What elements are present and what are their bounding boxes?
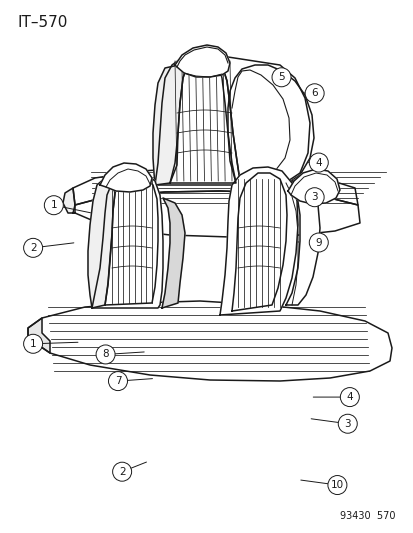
Text: 5: 5 — [278, 72, 284, 82]
Circle shape — [309, 153, 328, 172]
Polygon shape — [154, 53, 240, 185]
Circle shape — [44, 196, 63, 215]
Polygon shape — [175, 45, 230, 77]
Polygon shape — [88, 178, 115, 308]
Circle shape — [24, 238, 43, 257]
Circle shape — [108, 372, 127, 391]
Text: 4: 4 — [346, 392, 352, 402]
Circle shape — [96, 345, 115, 364]
Text: IT–570: IT–570 — [18, 15, 68, 30]
Polygon shape — [28, 301, 391, 381]
Polygon shape — [285, 178, 319, 305]
Polygon shape — [287, 169, 339, 204]
Polygon shape — [75, 191, 359, 237]
Circle shape — [304, 188, 323, 207]
Circle shape — [271, 68, 290, 87]
Polygon shape — [63, 188, 75, 213]
Text: 2: 2 — [119, 467, 125, 477]
Polygon shape — [228, 65, 313, 188]
Polygon shape — [92, 171, 163, 308]
Circle shape — [112, 462, 131, 481]
Polygon shape — [231, 173, 286, 311]
Polygon shape — [73, 168, 357, 205]
Circle shape — [304, 84, 323, 103]
Text: 10: 10 — [330, 480, 343, 490]
Text: 93430  570: 93430 570 — [339, 511, 395, 521]
Polygon shape — [105, 175, 158, 305]
Circle shape — [339, 387, 358, 407]
Circle shape — [327, 475, 346, 495]
Polygon shape — [219, 167, 297, 315]
Circle shape — [24, 334, 43, 353]
Circle shape — [309, 233, 328, 252]
Circle shape — [337, 414, 356, 433]
Text: 3: 3 — [344, 419, 350, 429]
Text: 6: 6 — [311, 88, 317, 98]
Polygon shape — [214, 55, 309, 187]
Text: 9: 9 — [315, 238, 321, 247]
Text: 8: 8 — [102, 350, 109, 359]
Text: 3: 3 — [311, 192, 317, 202]
Polygon shape — [100, 163, 152, 192]
Polygon shape — [153, 63, 188, 185]
Text: 7: 7 — [114, 376, 121, 386]
Text: 1: 1 — [50, 200, 57, 210]
Text: 1: 1 — [30, 339, 36, 349]
Polygon shape — [161, 198, 185, 308]
Polygon shape — [28, 318, 50, 353]
Text: 4: 4 — [315, 158, 321, 167]
Text: 2: 2 — [30, 243, 36, 253]
Polygon shape — [170, 55, 235, 183]
